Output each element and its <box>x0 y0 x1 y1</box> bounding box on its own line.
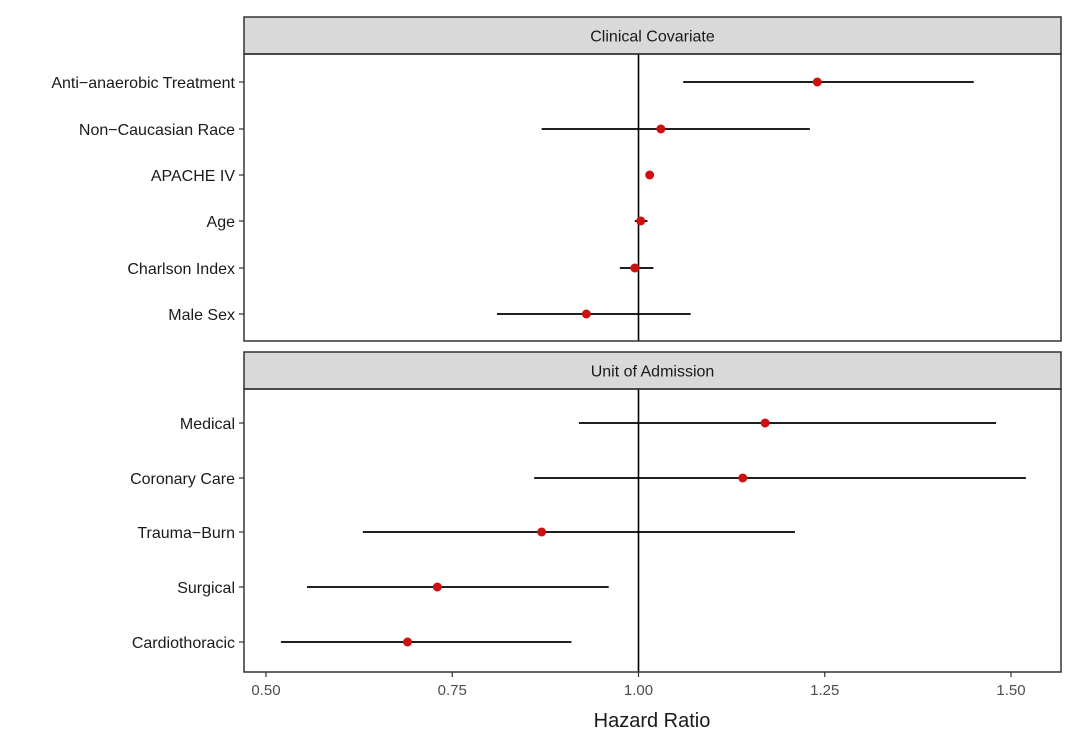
point-estimate <box>645 170 655 180</box>
facet-panel: Unit of Admission Medical Coronary Care Tra… <box>130 351 1062 673</box>
point-estimate <box>537 527 547 537</box>
point-estimate <box>812 77 822 87</box>
panels-layer: Clinical Covariate Anti−anaerobic Treatme… <box>51 16 1062 673</box>
x-axis-title: Hazard Ratio <box>594 710 711 732</box>
panel-border <box>243 388 1062 673</box>
y-tick-label: Anti−anaerobic Treatment <box>51 75 235 92</box>
y-tick-label: Cardiothoracic <box>132 635 235 652</box>
facet-strip <box>243 16 1062 55</box>
x-tick-label: 1.00 <box>624 682 653 699</box>
point-estimate <box>656 124 666 134</box>
y-tick-label: Surgical <box>177 580 235 597</box>
facet-panel: Clinical Covariate Anti−anaerobic Treatme… <box>51 16 1062 342</box>
x-axis: 0.50 0.75 1.00 1.25 1.50 <box>251 672 1026 699</box>
point-estimate <box>738 473 748 483</box>
facet-strip-label: Unit of Admission <box>591 364 715 381</box>
point-estimate <box>630 263 640 273</box>
point-estimate <box>636 216 646 226</box>
y-tick-label: Medical <box>180 416 235 433</box>
point-estimate <box>760 418 770 428</box>
point-estimate <box>581 309 591 319</box>
y-tick-label: Charlson Index <box>127 261 235 278</box>
point-estimate <box>403 637 413 647</box>
y-tick-label: Trauma−Burn <box>137 525 235 542</box>
x-tick-label: 1.25 <box>810 682 839 699</box>
x-tick-label: 0.75 <box>438 682 467 699</box>
y-tick-label: Coronary Care <box>130 471 235 488</box>
y-tick-label: Age <box>207 214 236 231</box>
facet-strip-label: Clinical Covariate <box>590 29 715 46</box>
y-tick-label: Male Sex <box>168 307 235 324</box>
x-tick-label: 1.50 <box>996 682 1025 699</box>
panel-border <box>243 53 1062 342</box>
point-estimate <box>432 582 442 592</box>
x-tick-label: 0.50 <box>251 682 280 699</box>
y-tick-label: Non−Caucasian Race <box>79 122 235 139</box>
y-tick-label: APACHE IV <box>151 168 236 185</box>
